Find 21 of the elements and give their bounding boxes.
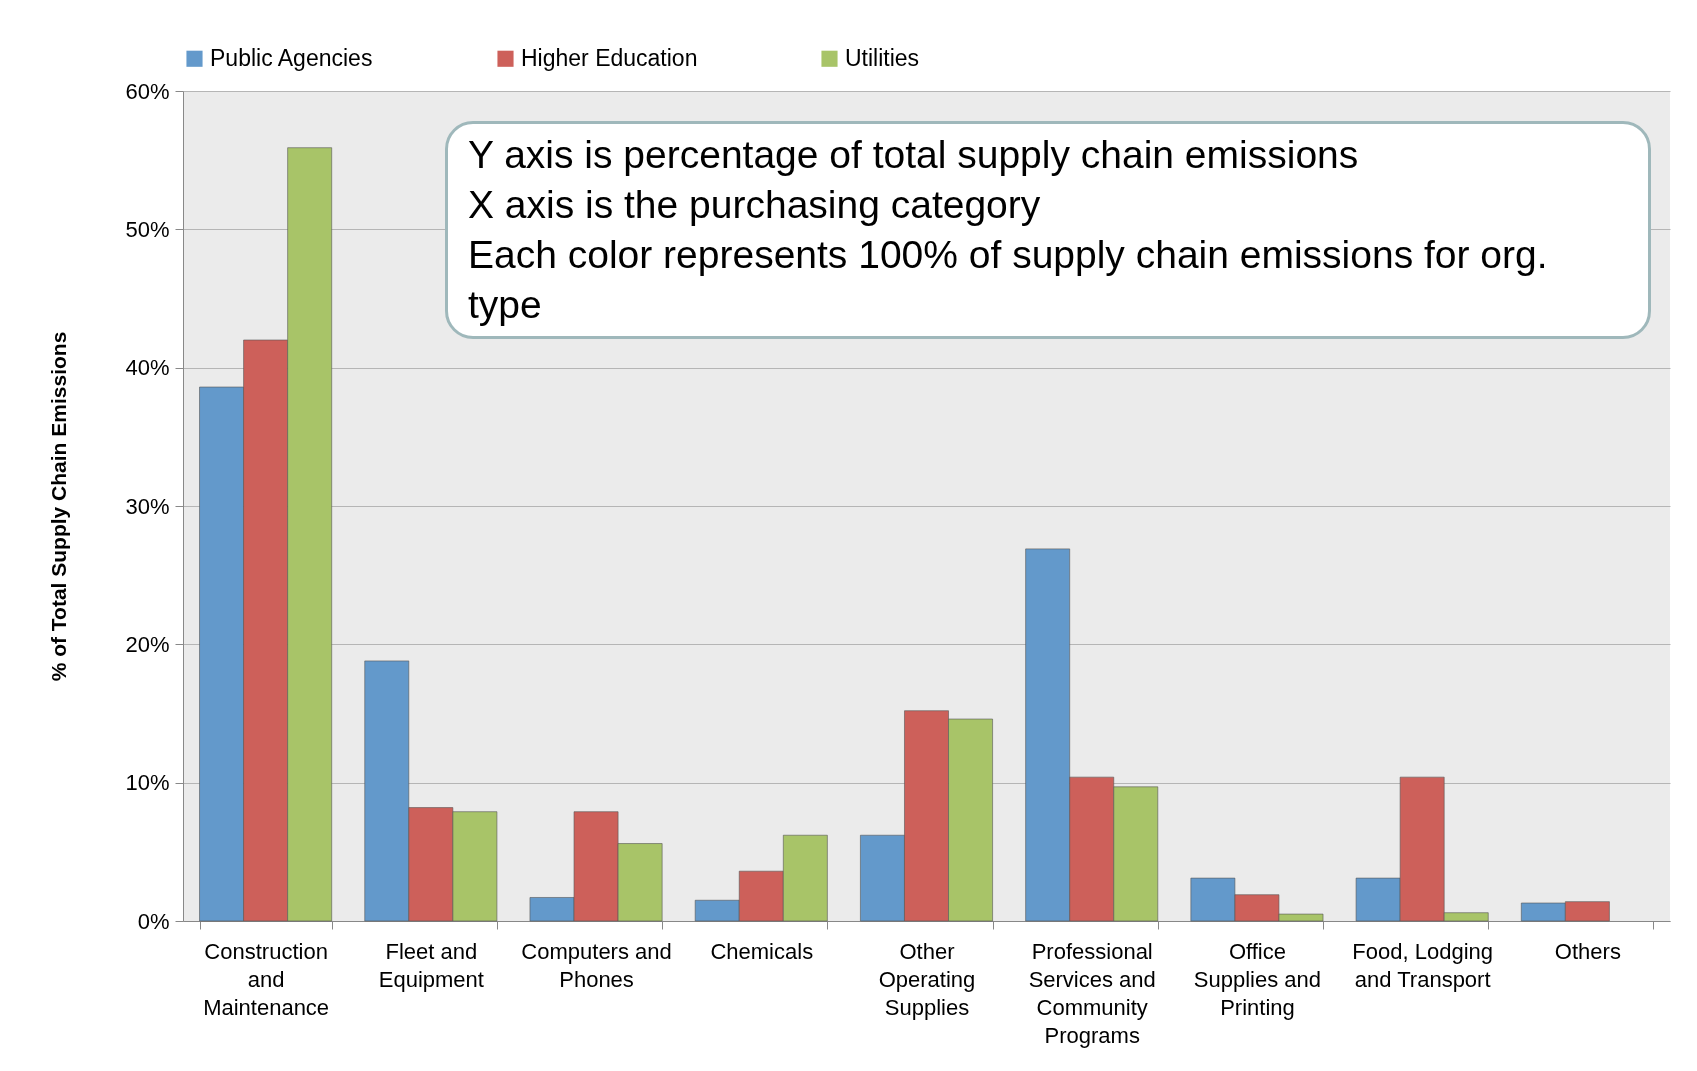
y-tick-label: 20% <box>125 631 170 657</box>
x-tick-label: Construction and Maintenance <box>203 938 330 1020</box>
legend-label: Public Agencies <box>210 44 373 71</box>
legend-label: Utilities <box>845 44 920 71</box>
y-axis-title: % of Total Supply Chain Emissions <box>47 331 71 682</box>
x-tick-label: Fleet and Equipment <box>378 938 484 992</box>
x-tick-label: Other Operating Supplies <box>878 938 976 1020</box>
x-tick-label: Others <box>1554 938 1621 964</box>
y-tick-label: 0% <box>137 908 170 934</box>
x-tick-label: Professional Services and Community Programs <box>1028 938 1156 1048</box>
y-tick-label: 50% <box>125 216 170 242</box>
legend-label: Higher Education <box>521 44 698 71</box>
x-tick-label: Chemicals <box>710 938 814 964</box>
y-tick-label: 60% <box>125 78 170 104</box>
x-tick-label: Computers and Phones <box>521 938 672 992</box>
y-tick-label: 30% <box>125 493 170 519</box>
y-tick-label: 40% <box>125 355 170 381</box>
x-tick-label: Food, Lodging and Transport <box>1352 938 1493 992</box>
y-tick-label: 10% <box>125 770 170 796</box>
x-tick-label: Office Supplies and Printing <box>1193 938 1322 1020</box>
note-box: Y axis is percentage of total supply chain emissions X axis is the purchasing category Each color represents 100% of supply chain emissions for org. type <box>445 121 1651 339</box>
